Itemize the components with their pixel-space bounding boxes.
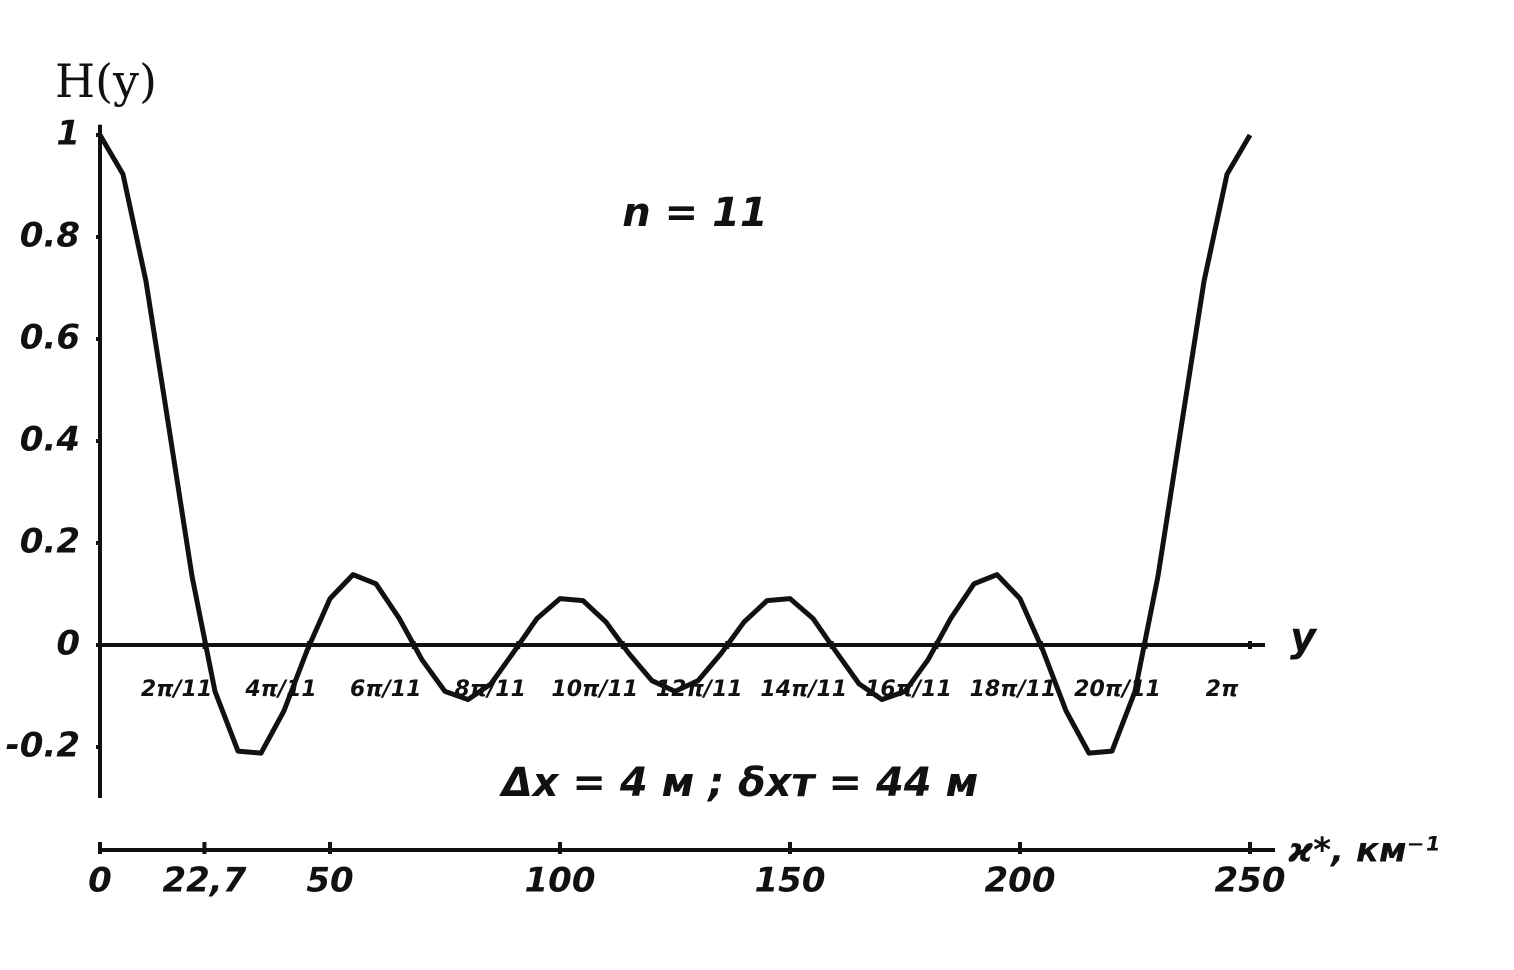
y-tick-label: 0.2 <box>20 522 80 562</box>
x-tick-label: 22,7 <box>162 861 246 901</box>
y-tick-label: 1 <box>56 114 80 154</box>
x-tick-label: 200 <box>985 861 1056 901</box>
x2-tick-label: 6π/11 <box>350 677 421 702</box>
data-line <box>97 133 1253 756</box>
y-tick-label: -0.2 <box>6 726 80 766</box>
y-tick-label: 0.4 <box>20 420 80 460</box>
y-tick-label: 0.8 <box>20 216 80 256</box>
annotation: Δx = 4 м ; δxт = 44 м <box>499 760 979 806</box>
y-tick-label: 0 <box>56 624 80 664</box>
x2-axis-label: y <box>1290 615 1318 661</box>
y-tick-label: 0.6 <box>20 318 80 358</box>
annotation: n = 11 <box>622 190 768 236</box>
x2-tick-label: 14π/11 <box>760 677 847 702</box>
x2-tick-label: 18π/11 <box>970 677 1057 702</box>
x2-tick-label: 20π/11 <box>1074 677 1161 702</box>
x2-tick-label: 4π/11 <box>244 677 316 702</box>
chart-title: H(y) <box>55 54 157 108</box>
x-tick-label: 150 <box>755 861 826 901</box>
x-axis-label: ϰ*, км⁻¹ <box>1288 831 1440 871</box>
x2-tick-label: 2π <box>1206 677 1239 702</box>
x-tick-label: 250 <box>1215 861 1286 901</box>
x-tick-label: 100 <box>525 861 596 901</box>
x-tick-label: 0 <box>88 861 112 901</box>
x2-tick-label: 2π/11 <box>141 677 212 702</box>
x-tick-label: 50 <box>306 861 353 901</box>
x2-tick-label: 10π/11 <box>551 677 638 702</box>
